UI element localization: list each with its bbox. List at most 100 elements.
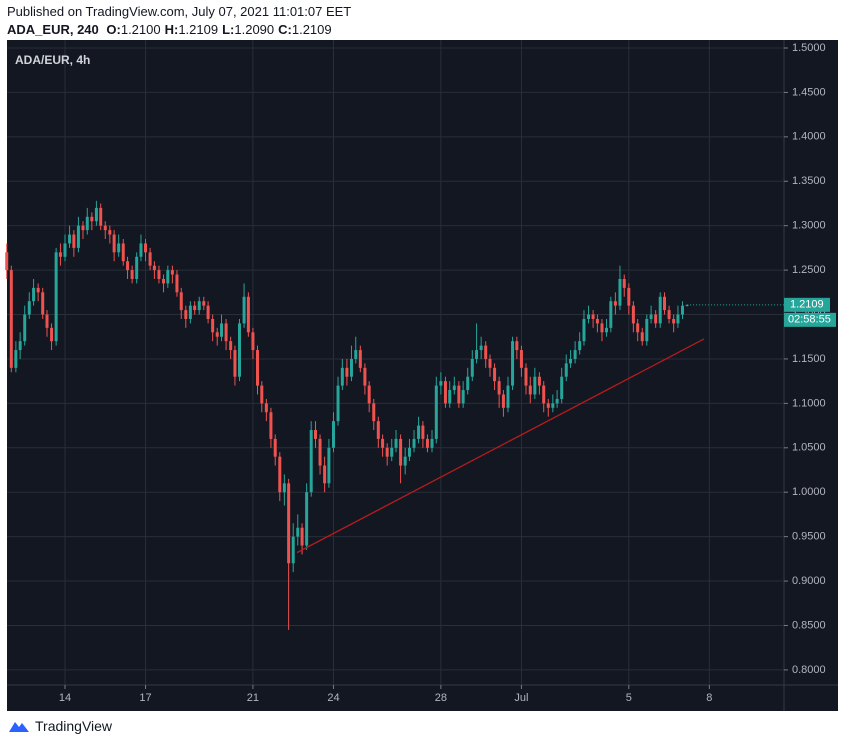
y-tick-label: 0.8000 <box>792 664 826 676</box>
x-tick-label: 21 <box>247 692 259 704</box>
candle-body <box>390 447 394 457</box>
candle-body <box>434 385 438 439</box>
candle-body <box>367 385 371 404</box>
candle-body <box>555 398 559 404</box>
candle-body <box>260 385 264 404</box>
candle-body <box>618 278 622 306</box>
candle-body <box>528 385 532 395</box>
candle-body <box>305 492 309 546</box>
candle-body <box>269 412 273 439</box>
candle-body <box>587 314 591 319</box>
candle-body <box>5 252 9 271</box>
candle-body <box>157 270 161 279</box>
candle-body <box>148 252 152 266</box>
candle-body <box>663 296 667 311</box>
candle-body <box>99 207 103 226</box>
candle-body <box>681 305 685 315</box>
trend-line <box>296 338 705 554</box>
candle-body <box>595 318 599 324</box>
candle-body <box>546 403 550 408</box>
candle-body <box>649 314 653 319</box>
candle-body <box>501 394 505 408</box>
candle-body <box>609 301 613 328</box>
candle-body <box>479 345 483 351</box>
candle-body <box>627 287 631 306</box>
candle-body <box>85 216 89 231</box>
candle-body <box>318 438 322 466</box>
candle-body <box>296 527 300 537</box>
countdown-badge <box>784 312 836 327</box>
candle-body <box>246 296 250 333</box>
y-tick-label: 1.3500 <box>792 175 826 187</box>
candle-body <box>676 314 680 324</box>
candle-body <box>560 376 564 399</box>
candle-body <box>412 438 416 448</box>
candle-body <box>622 278 626 288</box>
candle-body <box>76 225 80 248</box>
candle-body <box>144 243 148 253</box>
candle-body <box>470 358 474 377</box>
candle-body <box>188 305 192 319</box>
symbol: ADA_EUR, 240 <box>7 22 99 37</box>
candle-body <box>484 345 488 359</box>
candle-body <box>202 301 206 306</box>
x-tick-label: 24 <box>327 692 339 704</box>
candle-body <box>179 292 183 311</box>
candle-body <box>645 318 649 342</box>
candle-body <box>417 425 421 439</box>
candle-body <box>506 385 510 408</box>
candle-body <box>184 310 188 319</box>
candle-body <box>32 287 36 302</box>
ohlc-value: 1.2090 <box>234 22 275 37</box>
candle-body <box>591 314 595 319</box>
candle-body <box>242 296 246 324</box>
candle-body <box>394 438 398 448</box>
x-tick-label: 8 <box>706 692 712 704</box>
candle-body <box>255 350 259 386</box>
candle-body <box>421 425 425 439</box>
countdown-label: 02:58:55 <box>788 314 831 326</box>
candle-body <box>363 367 367 386</box>
candle-body <box>448 390 452 404</box>
x-tick-label: Jul <box>514 692 528 704</box>
candle-body <box>636 323 640 333</box>
candle-body <box>336 385 340 422</box>
candle-body <box>63 243 67 257</box>
x-tick-label: 14 <box>59 692 71 704</box>
last-price-badge <box>784 297 830 312</box>
candle-body <box>407 447 411 457</box>
candle-body <box>50 327 54 342</box>
x-tick-label: 5 <box>626 692 632 704</box>
candle-body <box>519 350 523 368</box>
candle-body <box>439 381 443 386</box>
candle-body <box>309 430 313 493</box>
candle-body <box>23 314 27 342</box>
candle-body <box>537 376 541 386</box>
candle-body <box>215 332 219 337</box>
chart-background <box>7 40 838 711</box>
candle-body <box>251 332 255 351</box>
candle-body <box>166 270 170 284</box>
candle-body <box>524 367 528 386</box>
candle-body <box>54 252 58 342</box>
y-tick-label: 1.4000 <box>792 131 826 143</box>
ohlc-label: O: <box>106 22 121 37</box>
candle-body <box>135 256 139 279</box>
ohlc-value: 1.2100 <box>120 22 161 37</box>
candle-body <box>331 421 335 448</box>
candle-body <box>45 314 49 328</box>
ohlc-value: 1.2109 <box>291 22 332 37</box>
candle-body <box>58 252 62 257</box>
candle-body <box>358 350 362 368</box>
candle-body <box>372 403 376 422</box>
candle-body <box>233 350 237 377</box>
candle-body <box>349 358 353 377</box>
candle-body <box>605 327 609 333</box>
candle-body <box>278 456 282 493</box>
candle-body <box>68 234 72 244</box>
candle-body <box>14 350 18 368</box>
x-tick-label: 28 <box>435 692 447 704</box>
ohlc-label: H: <box>164 22 179 37</box>
candle-body <box>282 483 286 493</box>
